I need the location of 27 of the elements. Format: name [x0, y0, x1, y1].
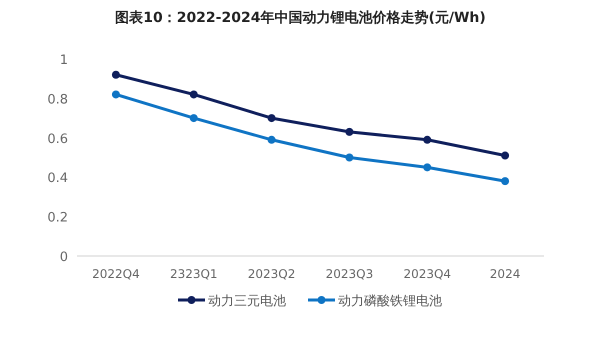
y-tick-label: 1 — [60, 53, 68, 68]
point — [190, 90, 198, 98]
x-tick-label: 2023Q3 — [326, 267, 374, 281]
x-tick-label: 2023Q2 — [248, 267, 296, 281]
x-tick-label: 2023Q4 — [403, 267, 452, 281]
point — [501, 152, 510, 160]
point — [112, 70, 120, 79]
point — [268, 136, 276, 144]
x-tick-label: 2024 — [490, 267, 520, 281]
point — [345, 154, 354, 162]
y-tick-label: 0.8 — [47, 92, 68, 108]
point — [190, 114, 198, 122]
point — [423, 136, 432, 144]
legend-label: 动力三元电池 — [208, 294, 286, 309]
y-tick-label: 0.4 — [47, 171, 68, 186]
point — [268, 114, 276, 122]
x-tick-label: 2022Q4 — [92, 267, 140, 281]
point — [345, 128, 354, 136]
point — [423, 163, 432, 172]
x-tick-label: 2323Q1 — [170, 267, 218, 281]
y-tick-label: 0 — [60, 250, 68, 265]
y-tick-label: 0.2 — [47, 210, 68, 226]
point — [501, 177, 510, 186]
chart-title: 图表10：2022-2024年中国动力锂电池价格走势(元/Wh) — [115, 10, 486, 26]
y-tick-label: 0.6 — [47, 132, 68, 147]
legend-label: 动力磷酸铁锂电池 — [338, 294, 442, 309]
point — [112, 90, 120, 98]
